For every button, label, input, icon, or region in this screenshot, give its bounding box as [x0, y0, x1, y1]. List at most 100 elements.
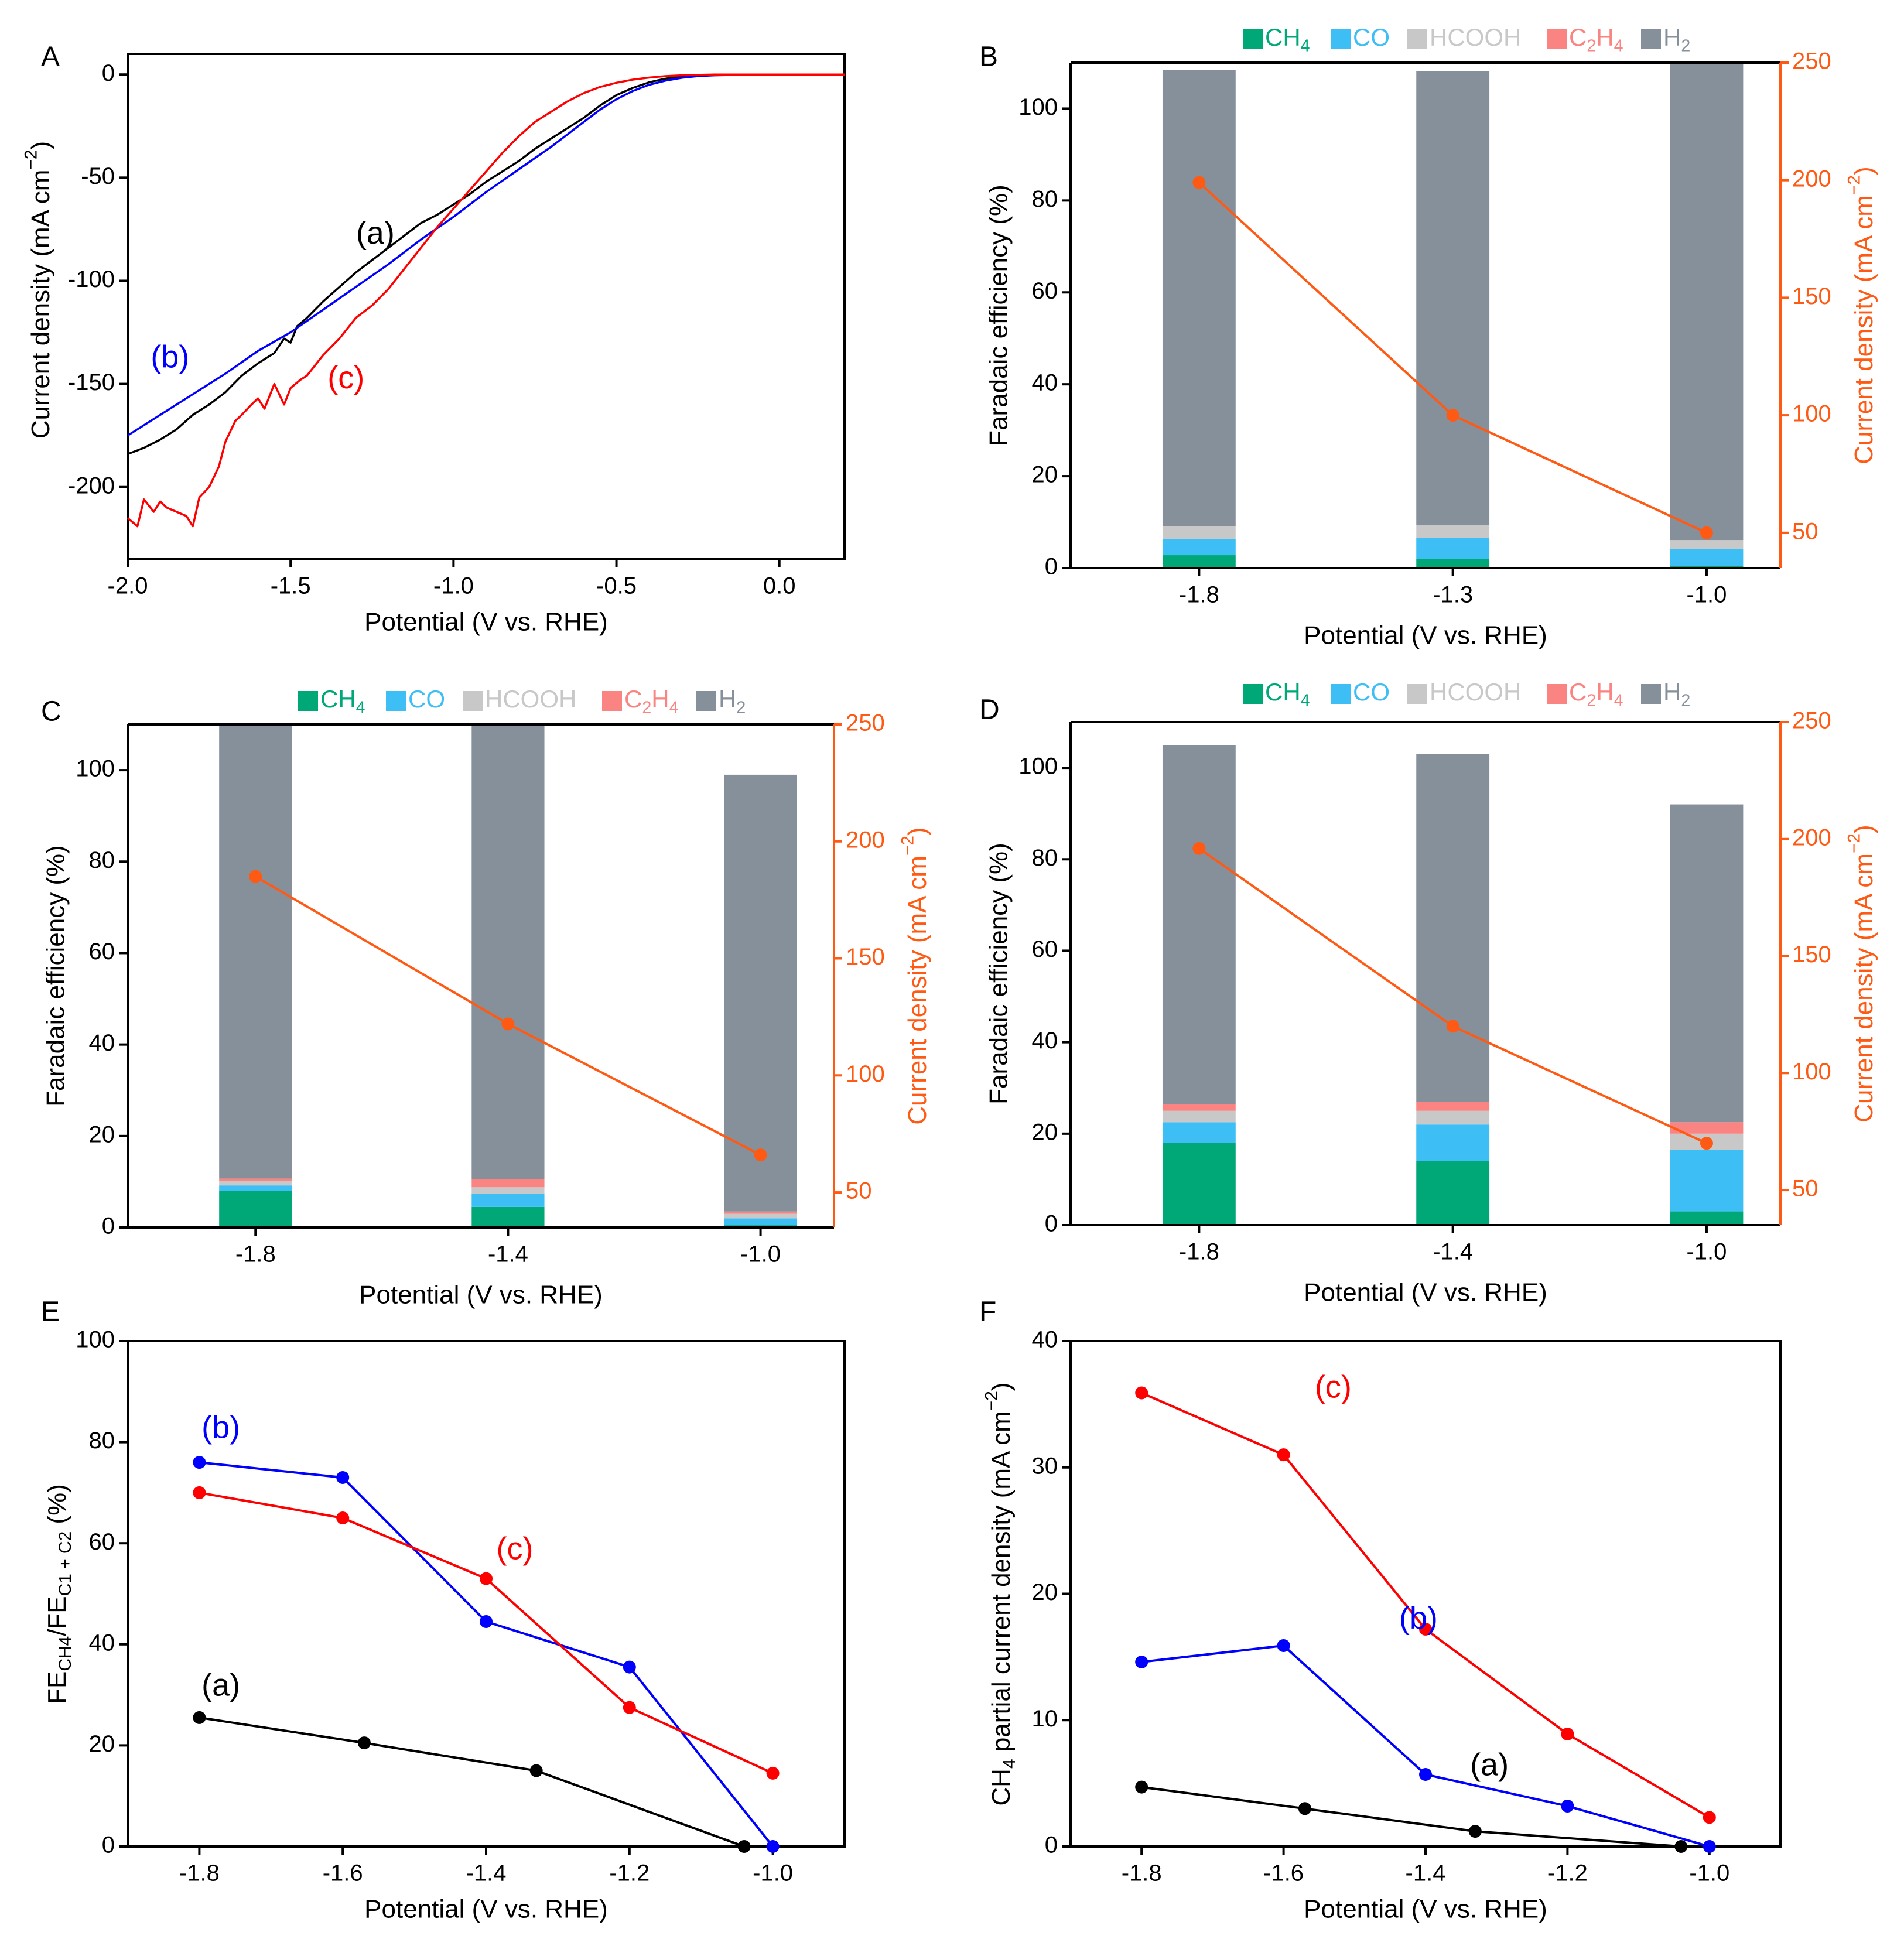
legend-swatch-CO	[1331, 29, 1351, 49]
bar-segment-CO	[471, 1194, 545, 1207]
y-axis-label: FECH4/FEC1 + C2 (%)	[43, 1484, 75, 1704]
y-axis-label: Faradaic efficiency (%)	[42, 845, 70, 1107]
x-tick-label: -1.8	[1179, 582, 1219, 608]
y-tick-label: 40	[89, 1030, 115, 1056]
x-tick-label: -1.4	[1406, 1861, 1446, 1886]
bar-segment-HCOOH	[1416, 525, 1490, 539]
data-point	[623, 1701, 636, 1714]
legend-label-CH4: CH4	[1265, 678, 1310, 710]
panel-F: F -1.8 -1.6 -1.4 -1.2 -1.0 0 10 20 30 40 Potential …	[979, 1297, 1782, 1924]
label-run: HCOOH	[485, 685, 576, 713]
label-run: CO	[1353, 678, 1390, 706]
label-run: FE	[43, 1671, 71, 1704]
y-tick-label: 100	[76, 1327, 115, 1353]
bar-segment-CO	[1162, 539, 1236, 556]
x-tick-label: -1.5	[271, 573, 311, 599]
data-point	[1561, 1727, 1574, 1740]
bar-segment-CH4	[1162, 555, 1236, 568]
bar-segment-H2	[724, 774, 797, 1212]
y-tick-label: 80	[1032, 186, 1058, 212]
x-tick-label: -1.0	[1686, 582, 1727, 608]
data-point	[1703, 1811, 1716, 1824]
legend-swatch-H2	[696, 691, 716, 711]
x-axis-label: Potential (V vs. RHE)	[1304, 621, 1547, 650]
legend-label-CH4: CH4	[1265, 23, 1310, 55]
data-point	[1674, 1840, 1688, 1853]
y2-tick-label: 100	[846, 1061, 885, 1087]
legend-label-C2H4: C2H4	[1569, 678, 1623, 710]
label-run: CH	[1265, 678, 1301, 706]
x-tick-label: -1.4	[488, 1242, 528, 1267]
label-run: 4	[669, 698, 679, 717]
label-run: CH4	[56, 1636, 75, 1671]
y-tick-label: 100	[1018, 754, 1058, 779]
legend-swatch-CO	[386, 691, 406, 711]
x-tick-label: -1.2	[609, 1861, 650, 1886]
label-run: HCOOH	[1430, 23, 1521, 51]
label-run: −2	[1844, 833, 1864, 853]
y2-tick-label: 200	[1792, 166, 1831, 191]
x-tick-label: -1.8	[1179, 1239, 1219, 1265]
label-run: C	[624, 685, 642, 713]
bar-group	[1162, 745, 1744, 1225]
x-axis-label: Potential (V vs. RHE)	[364, 1895, 608, 1924]
y2-tick-label: 250	[846, 710, 885, 736]
y2-tick-label: 100	[1792, 401, 1831, 427]
x-tick-label: -1.4	[1433, 1239, 1473, 1265]
legend-label-H2: H2	[1663, 23, 1690, 55]
y2-tick-label: 50	[1792, 1176, 1818, 1202]
data-point	[193, 1711, 206, 1724]
bar-segment-H2	[219, 724, 292, 1179]
bar-segment-CH4	[1416, 559, 1490, 568]
x-tick-label: 0.0	[763, 573, 796, 599]
series-line-a	[199, 1716, 745, 1848]
legend-swatch-CO	[1331, 684, 1351, 704]
bar-segment-HCOOH	[1162, 1110, 1236, 1123]
current-density-point	[754, 1148, 767, 1162]
y-tick-label: 40	[1032, 1327, 1058, 1353]
current-density-point	[501, 1017, 515, 1031]
label-run: Current density (mA cm	[903, 856, 932, 1125]
data-point	[1561, 1799, 1574, 1813]
legend-swatch-CH4	[298, 691, 318, 711]
bar-segment-H2	[1162, 745, 1236, 1104]
y-tick-label: -50	[81, 163, 115, 189]
legend-swatch-HCOOH	[1407, 684, 1427, 704]
label-run: 4	[1614, 691, 1623, 710]
label-run: 4	[1000, 1759, 1019, 1769]
label-run: )	[1850, 825, 1878, 833]
bar-segment-C2H4	[471, 1179, 545, 1188]
y-tick-label: 40	[89, 1630, 115, 1656]
panel-letter: F	[979, 1297, 996, 1328]
data-point	[193, 1456, 206, 1469]
legend-label-C2H4: C2H4	[624, 685, 679, 717]
label-run: /FE	[43, 1596, 71, 1636]
label-run: Current density (mA cm	[1850, 853, 1878, 1123]
series-line-a	[127, 73, 845, 456]
panel-B: B 0 20 40 60 80 100 50 100 150 200 250 -1.8 -1.3 -1.0 P…	[979, 23, 1878, 650]
bar-segment-CO	[724, 1218, 797, 1226]
series-line-b	[1141, 1644, 1710, 1848]
bar-segment-CO	[1670, 549, 1744, 566]
legend-label-CO: CO	[1353, 23, 1390, 51]
data-point	[1419, 1622, 1432, 1636]
y-tick-label: -100	[68, 266, 115, 292]
label-run: −2	[1844, 175, 1864, 195]
label-run: C	[1569, 23, 1587, 51]
x-axis-label: Potential (V vs. RHE)	[1304, 1278, 1547, 1307]
y-tick-label: 80	[89, 847, 115, 873]
bar-segment-HCOOH	[724, 1213, 797, 1219]
legend-label-HCOOH: HCOOH	[485, 685, 576, 713]
label-run: H	[719, 685, 736, 713]
y-tick-label: 20	[1032, 1579, 1058, 1605]
x-tick-label: -1.0	[753, 1861, 793, 1886]
y2-tick-label: 250	[1792, 49, 1831, 74]
bar-segment-H2	[1416, 71, 1490, 526]
bar-segment-CH4	[1670, 1211, 1744, 1225]
x-tick-label: -0.5	[596, 573, 637, 599]
x-tick-label: -1.6	[323, 1861, 363, 1886]
legend-swatch-C2H4	[602, 691, 622, 711]
bar-segment-CH4	[219, 1191, 292, 1227]
data-point	[1135, 1656, 1148, 1669]
y-tick-label: 80	[1032, 845, 1058, 871]
